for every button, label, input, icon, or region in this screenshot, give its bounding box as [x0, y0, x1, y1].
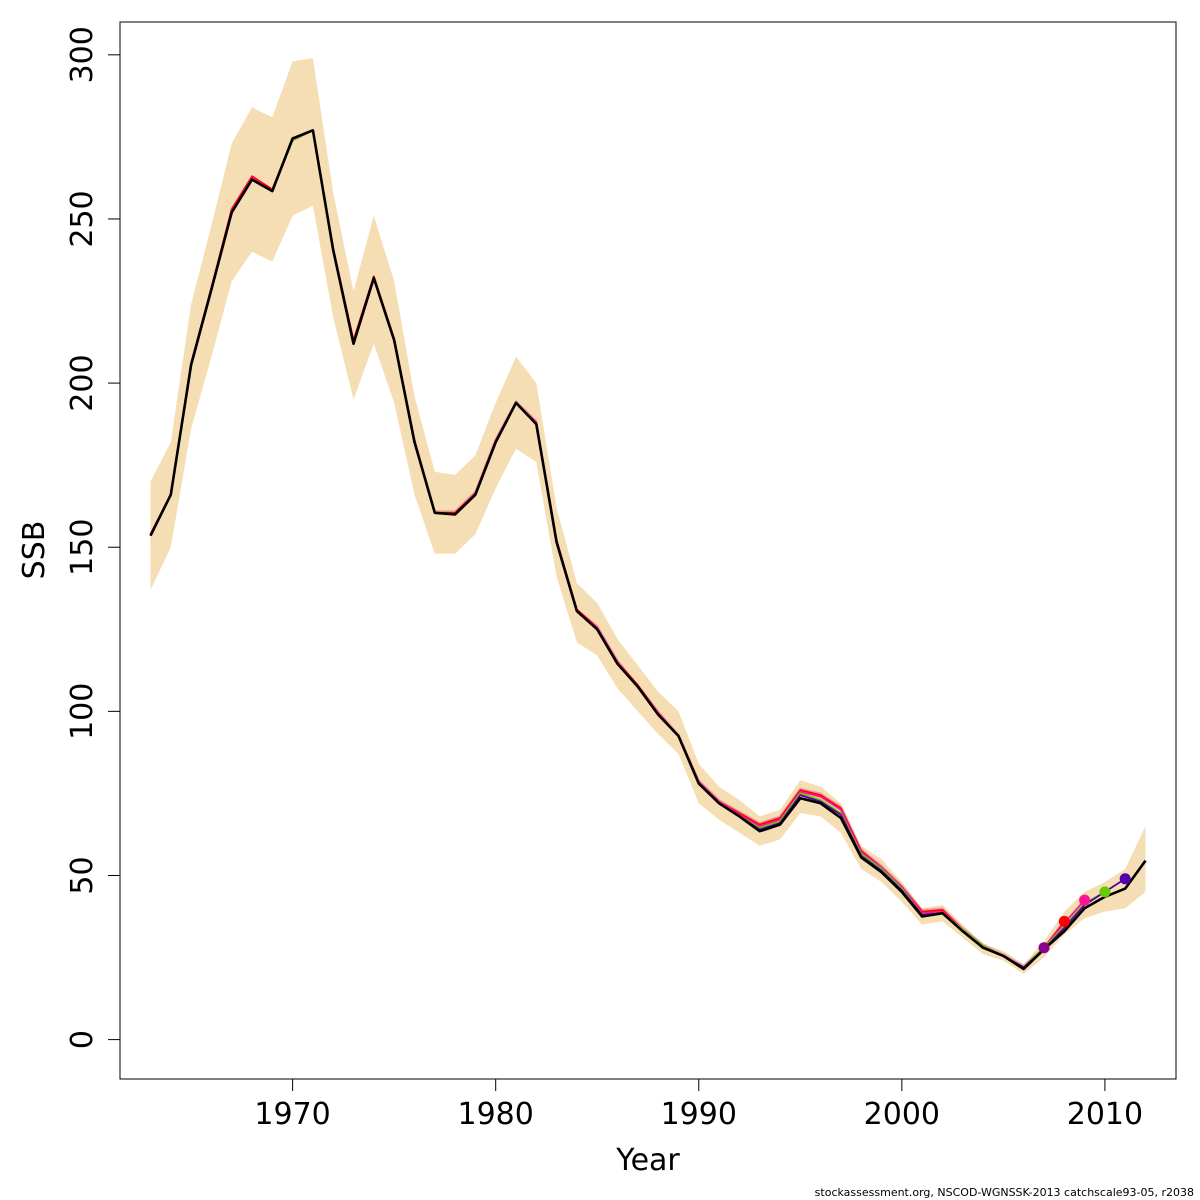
confidence-band — [150, 58, 1146, 975]
source-footnote: stockassessment.org, NSCOD-WGNSSK-2013 c… — [815, 1186, 1194, 1199]
terminal-point-2008 — [1058, 915, 1070, 927]
series-lines-layer — [149, 129, 1147, 971]
retrospective-line-0 — [149, 129, 1045, 967]
terminal-point-2007 — [1038, 942, 1050, 954]
y-axis-title: SSB — [17, 521, 52, 580]
x-tick-label: 2010 — [1067, 1097, 1143, 1132]
x-tick-label: 1980 — [458, 1097, 534, 1132]
retrospective-line-3 — [149, 129, 1106, 969]
y-tick-label: 300 — [65, 26, 100, 83]
terminal-points-layer — [1038, 873, 1131, 954]
y-tick-label: 50 — [65, 856, 100, 894]
x-tick-label: 2000 — [864, 1097, 940, 1132]
y-tick-label: 150 — [65, 519, 100, 576]
terminal-point-2009 — [1079, 894, 1091, 906]
y-tick-label: 250 — [65, 190, 100, 247]
y-tick-label: 100 — [65, 683, 100, 740]
retrospective-line-4 — [149, 129, 1126, 969]
x-tick-label: 1970 — [254, 1097, 330, 1132]
x-axis: 1970 1980 1990 2000 2010 — [254, 1078, 1143, 1132]
x-tick-label: 1990 — [661, 1097, 737, 1132]
retrospective-line-2 — [149, 129, 1086, 969]
x-axis-title: Year — [615, 1143, 680, 1178]
terminal-point-2011 — [1119, 873, 1131, 885]
confidence-band-layer — [150, 58, 1146, 975]
y-axis: 0 50 100 150 200 250 300 — [65, 26, 121, 1049]
y-tick-label: 200 — [65, 354, 100, 411]
y-tick-label: 0 — [65, 1030, 100, 1049]
ssb-estimate-line — [149, 129, 1147, 971]
retrospective-line-1 — [149, 129, 1066, 969]
terminal-point-2010 — [1099, 886, 1111, 898]
